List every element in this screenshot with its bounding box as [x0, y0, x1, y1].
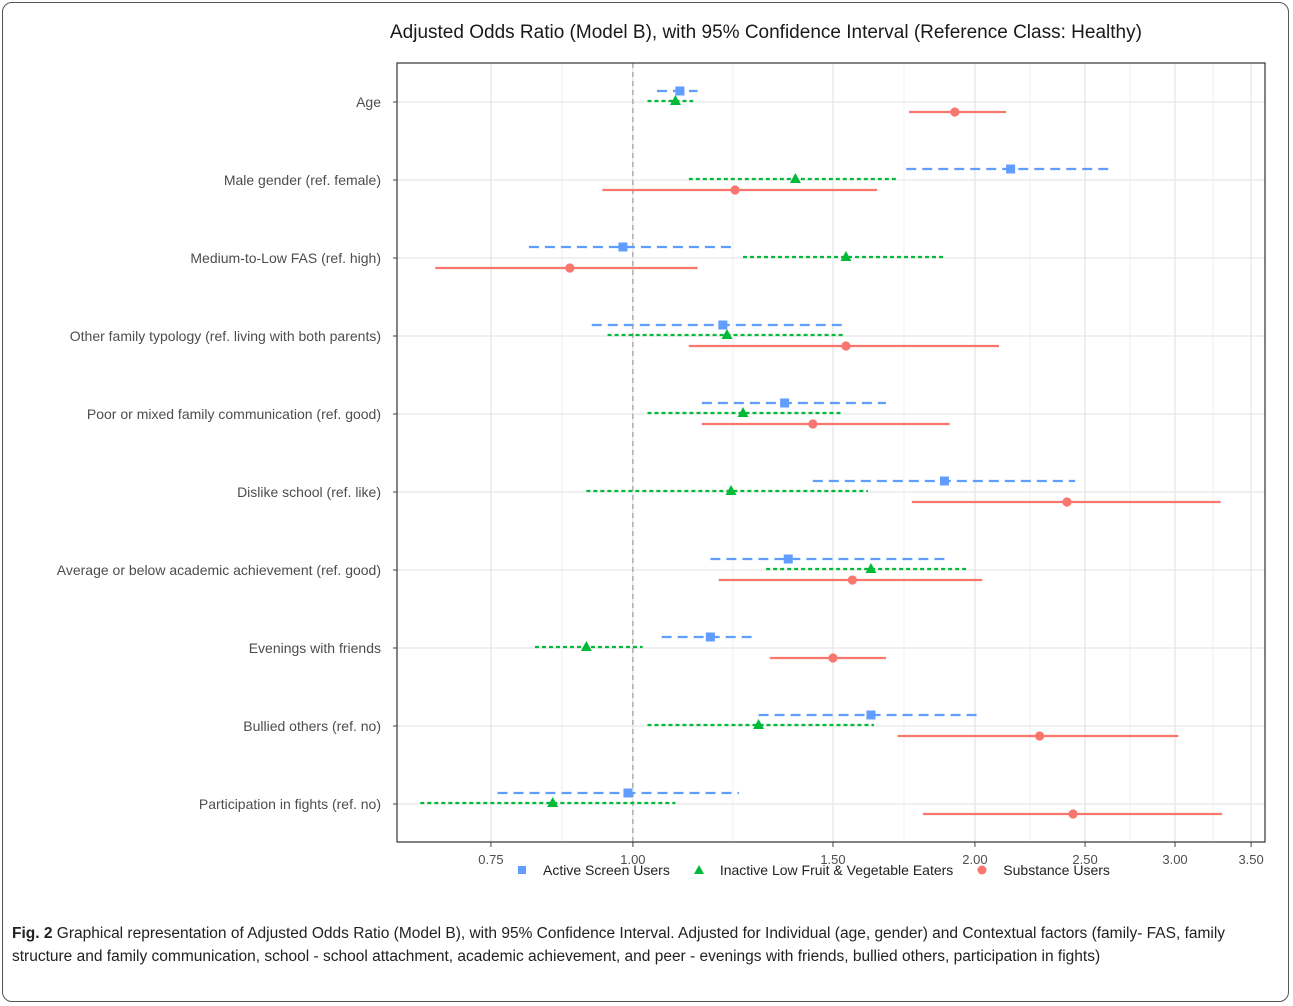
legend-key-icon: [518, 866, 526, 874]
y-tick-label: Bullied others (ref. no): [243, 718, 381, 734]
y-tick-label: Average or below academic achievement (r…: [57, 562, 381, 578]
legend-key-icon: [977, 865, 987, 875]
legend: Active Screen Users Inactive Low Fruit & …: [515, 862, 1132, 878]
point-marker: [808, 419, 818, 429]
chart-title: Adjusted Odds Ratio (Model B), with 95% …: [390, 22, 1142, 43]
y-tick-label: Poor or mixed family communication (ref.…: [87, 406, 381, 422]
x-tick-label: 0.75: [478, 852, 503, 867]
point-marker: [939, 476, 949, 486]
point-marker: [789, 173, 801, 183]
y-tick-label: Male gender (ref. female): [224, 172, 381, 188]
point-marker: [1035, 731, 1045, 741]
x-tick-label: 3.50: [1238, 852, 1263, 867]
point-marker: [841, 341, 851, 351]
legend-label: Active Screen Users: [543, 862, 670, 878]
point-marker: [1062, 497, 1072, 507]
legend-label: Inactive Low Fruit & Vegetable Eaters: [719, 862, 954, 878]
legend-key-icon: [693, 865, 704, 874]
point-marker: [828, 653, 838, 663]
point-marker: [1006, 164, 1016, 174]
x-tick-label: 1.00: [620, 852, 645, 867]
point-marker: [721, 329, 733, 339]
x-tick-label: 1.50: [820, 852, 845, 867]
y-tick-label: Medium-to-Low FAS (ref. high): [190, 250, 381, 266]
y-tick-label: Evenings with friends: [249, 640, 381, 656]
caption-label: Fig. 2: [12, 925, 53, 942]
point-marker: [780, 398, 790, 408]
point-marker: [565, 263, 575, 273]
y-tick-label: Participation in fights (ref. no): [199, 796, 381, 812]
x-tick-label: 2.50: [1072, 852, 1097, 867]
point-marker: [950, 107, 960, 117]
legend-label: Substance Users: [1003, 862, 1110, 878]
point-marker: [730, 185, 740, 195]
point-marker: [718, 320, 728, 330]
point-marker: [725, 485, 737, 495]
point-marker: [547, 797, 559, 807]
point-marker: [753, 719, 765, 729]
point-marker: [669, 95, 681, 105]
point-marker: [1068, 809, 1078, 819]
point-marker: [865, 563, 877, 573]
point-marker: [580, 641, 592, 651]
y-tick-label: Other family typology (ref. living with …: [70, 328, 381, 344]
point-marker: [675, 86, 685, 96]
point-marker: [847, 575, 857, 585]
plot-border: [396, 62, 1266, 843]
point-marker: [705, 632, 715, 642]
point-marker: [623, 788, 633, 798]
legend-item: Substance Users: [975, 862, 1110, 878]
legend-item: Active Screen Users: [515, 862, 670, 878]
point-marker: [737, 407, 749, 417]
caption-text: Graphical representation of Adjusted Odd…: [12, 925, 1226, 965]
figure-caption: Fig. 2 Graphical representation of Adjus…: [12, 922, 1277, 968]
point-marker: [783, 554, 793, 564]
x-tick-label: 2.00: [962, 852, 987, 867]
point-marker: [618, 242, 628, 252]
legend-item: Inactive Low Fruit & Vegetable Eaters: [692, 862, 953, 878]
plot-panel: [397, 63, 1265, 842]
point-marker: [866, 710, 876, 720]
y-tick-label: Age: [356, 94, 381, 110]
forest-plot: Age Male gender (ref. female) Medium-to-Lo…: [57, 62, 1266, 867]
x-tick-label: 3.00: [1162, 852, 1187, 867]
y-tick-label: Dislike school (ref. like): [237, 484, 381, 500]
point-marker: [840, 251, 852, 261]
